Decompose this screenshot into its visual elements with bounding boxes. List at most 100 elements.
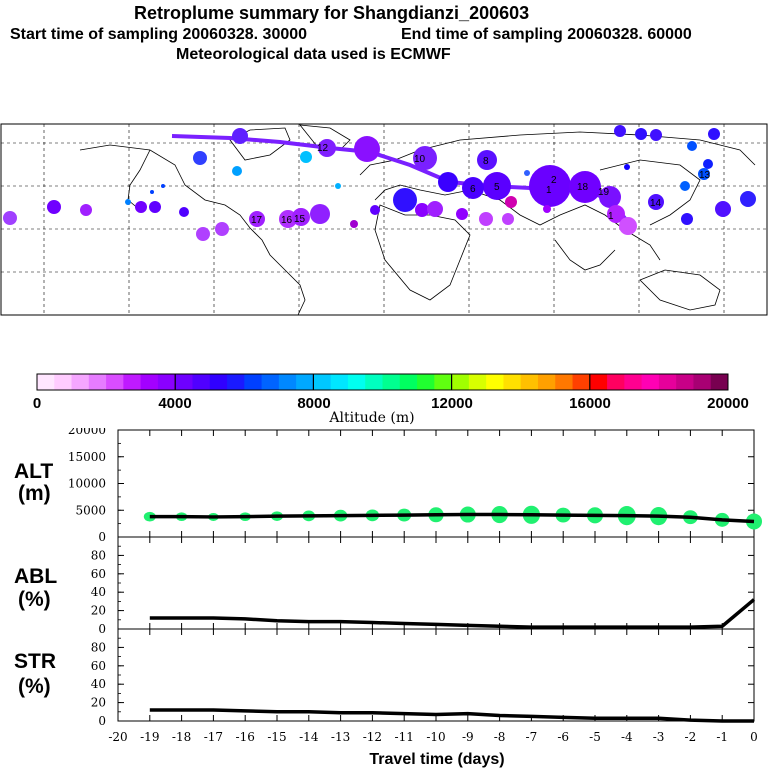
x-tick-label: -16 xyxy=(236,730,255,744)
start-time-label: Start time of sampling 20060328. 30000 xyxy=(10,26,308,43)
colorbar-cell xyxy=(693,374,712,390)
map-day-label: 12 xyxy=(317,143,329,154)
colorbar-cell xyxy=(468,374,487,390)
map-day-label: 6 xyxy=(470,184,476,195)
colorbar-cell xyxy=(555,374,574,390)
met-data-label: Meteorological data used is ECMWF xyxy=(176,46,451,63)
x-tick-label: -3 xyxy=(653,730,665,744)
colorbar-cells xyxy=(37,374,729,390)
x-tick-label: -5 xyxy=(589,730,601,744)
colorbar-cell xyxy=(244,374,263,390)
colorbar-cell xyxy=(399,374,418,390)
map-grid xyxy=(1,124,767,315)
colorbar-cell xyxy=(88,374,107,390)
colorbar-cell xyxy=(209,374,228,390)
colorbar-tick: 0 xyxy=(33,395,41,412)
x-tick-label: -10 xyxy=(426,730,445,744)
colorbar-cell xyxy=(313,374,332,390)
str-y-ticks: 0 20 40 60 80 xyxy=(91,628,754,728)
y-tick-label: 0 xyxy=(98,530,106,544)
abl-panel-label: ABL xyxy=(14,565,57,588)
page-title: Retroplume summary for Shangdianzi_20060… xyxy=(134,3,530,23)
y-tick-label: 5000 xyxy=(75,503,106,517)
colorbar-cell xyxy=(658,374,677,390)
alt-spread-marker xyxy=(746,513,762,530)
colorbar-cell xyxy=(572,374,591,390)
alt-panel-unit: (m) xyxy=(18,482,51,505)
y-tick-label: 20000 xyxy=(68,428,106,437)
x-tick-label: -19 xyxy=(140,730,159,744)
y-tick-label: 0 xyxy=(98,714,106,728)
y-tick-label: 40 xyxy=(91,585,106,599)
x-tick-label: -6 xyxy=(557,730,569,744)
y-tick-label: 60 xyxy=(91,567,106,581)
alt-panel-label: ALT xyxy=(14,460,53,483)
x-tick-label: -7 xyxy=(526,730,538,744)
map-day-label: 16 xyxy=(281,215,293,226)
colorbar-cell xyxy=(261,374,280,390)
y-tick-label: 80 xyxy=(91,548,106,562)
colorbar-tick: 16000 xyxy=(569,395,611,412)
abl-panel-unit: (%) xyxy=(18,588,51,611)
colorbar-cell xyxy=(330,374,349,390)
x-tick-label: -1 xyxy=(716,730,728,744)
colorbar-cell xyxy=(382,374,401,390)
colorbar-cell xyxy=(106,374,124,390)
colorbar-cell xyxy=(486,374,504,390)
colorbar-cell xyxy=(296,374,314,390)
colorbar-tick: 20000 xyxy=(707,395,749,412)
colorbar-cell xyxy=(607,374,625,390)
colorbar-cell xyxy=(71,374,90,390)
x-tick-label: -14 xyxy=(299,730,319,744)
str-panel-unit: (%) xyxy=(18,675,51,698)
y-tick-label: 80 xyxy=(91,640,106,654)
x-axis-ticks: -20 -19 -18 -17 -16 -15 -14 -13 -12 -11 -10 -9 -8 -7-… xyxy=(108,430,758,744)
x-tick-label: -12 xyxy=(363,730,382,744)
colorbar-cell xyxy=(589,374,608,390)
x-tick-label: -18 xyxy=(172,730,191,744)
colorbar-tick: 12000 xyxy=(431,395,473,412)
colorbar-dividers xyxy=(174,374,591,390)
map-day-label: 1 xyxy=(608,211,614,222)
map-day-label: 18 xyxy=(577,182,589,193)
abl-series-line xyxy=(149,598,756,629)
map-day-label: 8 xyxy=(483,156,489,167)
alt-panel: ALT (m) 0 5000 10000 15000 20000 xyxy=(14,428,762,544)
colorbar-cell xyxy=(537,374,556,390)
str-panel: STR (%) 0 20 40 60 80 xyxy=(14,628,755,728)
colorbar-cell xyxy=(434,374,453,390)
str-series-line xyxy=(149,708,754,723)
trajectory-markers xyxy=(3,125,756,241)
alt-y-ticks: 0 5000 10000 15000 20000 xyxy=(68,428,754,544)
x-axis-title: Travel time (days) xyxy=(369,751,504,768)
x-tick-label: -4 xyxy=(621,730,633,744)
colorbar-cell xyxy=(123,374,142,390)
colorbar-cell xyxy=(365,374,383,390)
map-day-label: 2 xyxy=(551,175,557,186)
map-day-label: 5 xyxy=(494,182,500,193)
x-tick-label: -2 xyxy=(685,730,697,744)
colorbar-cell xyxy=(54,374,73,390)
colorbar-cell xyxy=(503,374,522,390)
map-day-label: 17 xyxy=(251,215,263,226)
colorbar-cell xyxy=(278,374,297,390)
colorbar-tick: 4000 xyxy=(158,395,191,412)
colorbar-cell xyxy=(624,374,643,390)
abl-panel: ABL (%) 0 20 40 60 80 xyxy=(14,536,756,636)
x-tick-label: -13 xyxy=(331,730,350,744)
map-day-label: 13 xyxy=(699,170,711,181)
y-tick-label: 60 xyxy=(91,659,106,673)
colorbar-cell xyxy=(37,374,55,390)
colorbar-cell xyxy=(140,374,159,390)
colorbar-cell xyxy=(641,374,660,390)
y-tick-label: 0 xyxy=(98,622,106,636)
map-day-label: 10 xyxy=(414,154,426,165)
colorbar-cell xyxy=(520,374,539,390)
colorbar-cell xyxy=(347,374,366,390)
y-tick-label: 10000 xyxy=(68,477,106,491)
colorbar-cell xyxy=(417,374,435,390)
x-tick-label: -17 xyxy=(204,730,223,744)
altitude-colorbar: 0 4000 8000 12000 16000 20000 Altitude (… xyxy=(33,373,749,426)
colorbar-tick: 8000 xyxy=(297,395,330,412)
colorbar-cell xyxy=(227,374,245,390)
